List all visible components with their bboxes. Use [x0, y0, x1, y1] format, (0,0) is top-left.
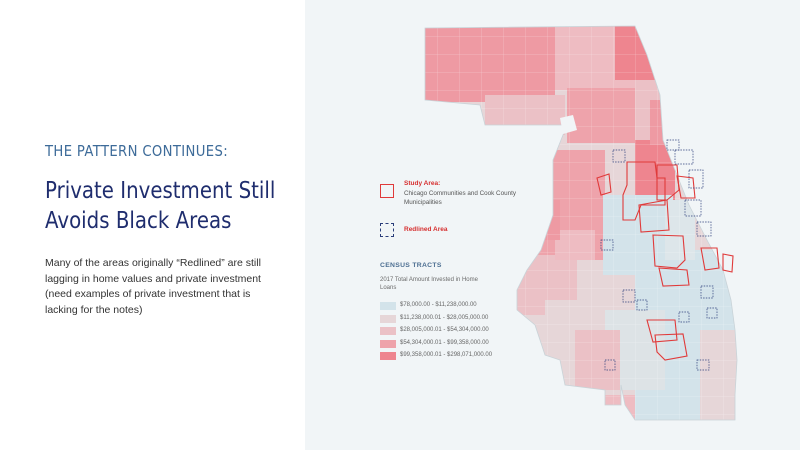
redlined-outlines	[600, 139, 718, 371]
study-area-5	[652, 234, 686, 269]
headline-line-1: Private Investment Still	[45, 178, 276, 204]
redlined-area-10	[700, 285, 714, 299]
census-tracts-subtitle: 2017 Total Amount Invested in Home Loans	[380, 277, 478, 291]
study-area-swatch	[380, 184, 394, 198]
redlined-swatch	[380, 223, 394, 237]
county-outline	[424, 25, 738, 421]
study-area-9	[646, 319, 678, 343]
redlined-area-9	[636, 299, 648, 311]
redlined-area-11	[706, 307, 718, 319]
redlined-label: Redlined Area	[404, 226, 448, 233]
census-tract-fill	[425, 26, 737, 420]
range-label-1: $78,000.00 - $11,238,000.00	[400, 302, 477, 308]
range-label-2: $11,238,000.01 - $28,005,000.00	[400, 314, 489, 321]
cook-county-map	[424, 25, 738, 421]
headline-line-2: Avoids Black Areas	[45, 208, 232, 234]
text-panel: THE PATTERN CONTINUES: Private Investmen…	[0, 0, 305, 450]
range-swatch-1	[380, 302, 396, 310]
range-label-3: $28,005,000.01 - $54,304,000.00	[400, 327, 489, 333]
redlined-area-5	[666, 139, 680, 151]
map-panel: Study Area: Chicago Communities and Cook…	[305, 0, 800, 450]
range-label-5: $99,358,000.01 - $298,071,000.00	[400, 352, 493, 358]
redlined-area-8	[622, 289, 636, 303]
study-area-11	[676, 175, 696, 199]
body-paragraph: Many of the areas originally “Redlined” …	[45, 257, 261, 316]
redlined-area-7	[600, 239, 614, 251]
study-area-outlines	[596, 161, 734, 361]
redlined-area-4	[696, 221, 712, 237]
study-area-desc: Chicago Communities and Cook County Muni…	[404, 190, 517, 206]
study-area-7	[700, 247, 720, 271]
airport-area	[560, 115, 577, 134]
redlined-area-2	[688, 169, 704, 189]
study-area-10	[654, 333, 688, 361]
census-tracts-title: CENSUS TRACTS	[380, 262, 442, 269]
redlined-area-1	[674, 149, 694, 165]
range-swatch-4	[380, 339, 396, 348]
redlined-area-14	[604, 359, 616, 371]
study-area-6	[658, 267, 690, 287]
study-area-title: Study Area:	[404, 180, 441, 187]
redlined-area-13	[696, 359, 710, 371]
study-area-3	[638, 199, 670, 233]
redlined-area-12	[678, 311, 690, 323]
study-area-2	[656, 164, 680, 201]
study-area-4	[596, 173, 612, 196]
range-swatch-3	[380, 327, 396, 335]
study-area-8	[722, 253, 734, 273]
slide-headline: Private Investment Still Avoids Black Ar…	[45, 176, 276, 236]
range-label-4: $54,304,000.01 - $99,358,000.00	[400, 339, 489, 346]
section-eyebrow: THE PATTERN CONTINUES:	[45, 142, 229, 160]
range-swatch-2	[380, 314, 396, 323]
redlined-area-6	[612, 149, 626, 163]
range-swatch-5	[380, 352, 396, 360]
